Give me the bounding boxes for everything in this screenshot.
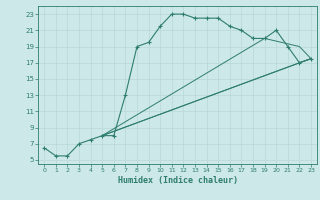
X-axis label: Humidex (Indice chaleur): Humidex (Indice chaleur) xyxy=(118,176,238,185)
